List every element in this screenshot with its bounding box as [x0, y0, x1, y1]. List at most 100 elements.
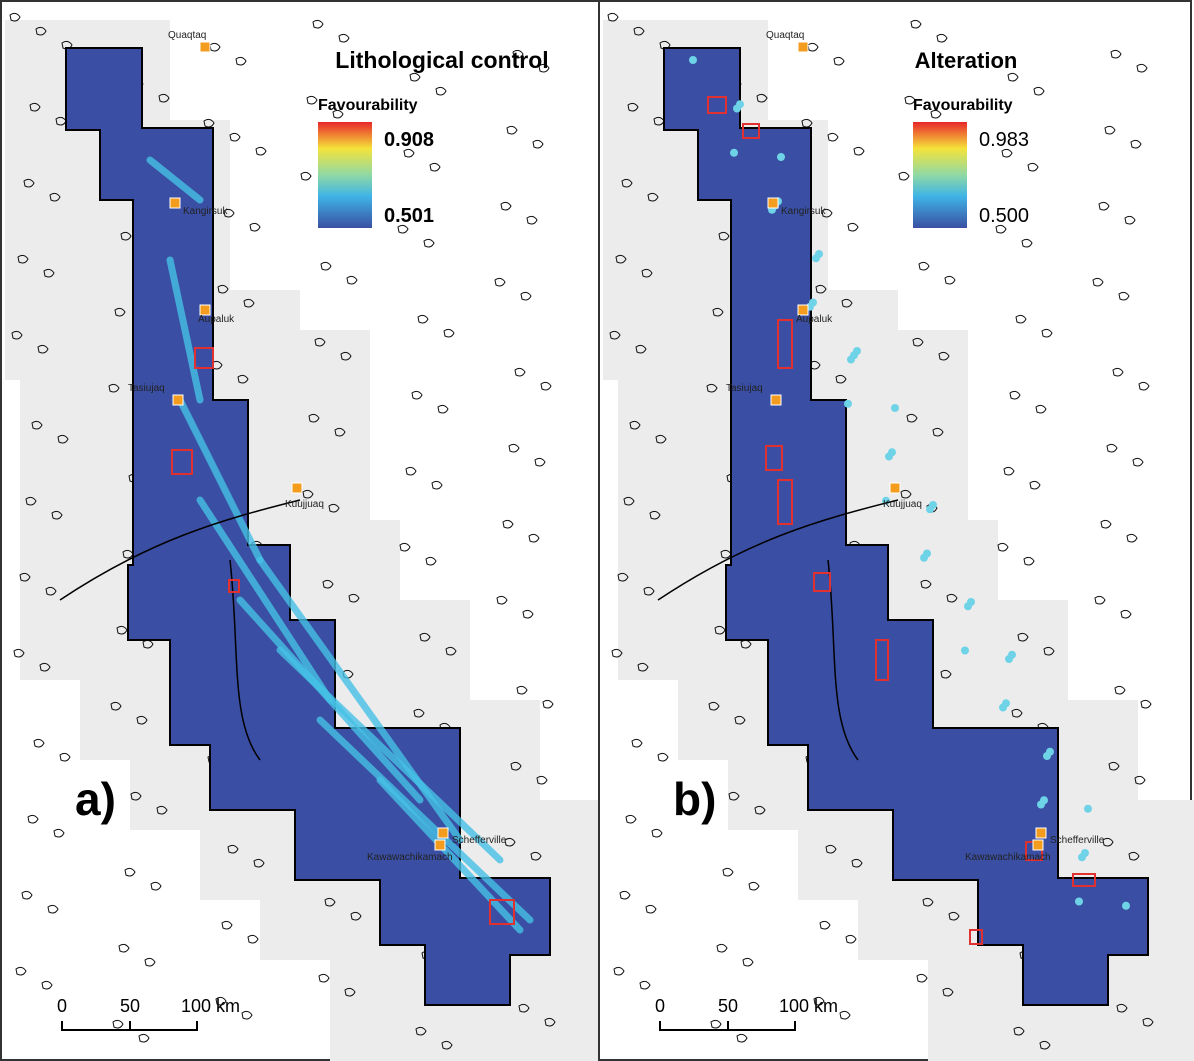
favourable-zone — [276, 646, 504, 864]
lake-outline — [936, 33, 948, 43]
lake-outline — [645, 904, 657, 914]
lake-outline — [948, 911, 960, 921]
lake-outline — [114, 307, 126, 317]
legend-gradient — [913, 122, 967, 228]
lake-outline — [918, 261, 930, 271]
town-marker — [169, 197, 181, 209]
lake-outline — [247, 934, 259, 944]
lake-outline — [1009, 390, 1021, 400]
lake-outline — [423, 238, 435, 248]
target-box — [194, 347, 214, 369]
lake-outline — [742, 957, 754, 967]
lake-outline — [51, 510, 63, 520]
lake-outline — [813, 996, 825, 1006]
town-marker — [770, 394, 782, 406]
lake-outline — [639, 980, 651, 990]
lake-outline — [215, 996, 227, 1006]
lake-outline — [413, 708, 425, 718]
lake-outline — [255, 146, 267, 156]
lake-outline — [544, 1017, 556, 1027]
lake-outline — [1013, 1026, 1025, 1036]
lake-outline — [33, 738, 45, 748]
favourable-zone — [376, 776, 524, 934]
favourable-spot — [812, 254, 820, 263]
favourable-spot — [964, 602, 972, 611]
favourable-spot — [844, 399, 852, 408]
target-box — [707, 96, 727, 114]
lake-outline — [1136, 63, 1148, 73]
lake-outline — [514, 367, 526, 377]
lake-outline — [348, 593, 360, 603]
lake-outline — [53, 828, 65, 838]
lake-outline — [827, 132, 839, 142]
lake-outline — [203, 118, 215, 128]
lake-outline — [49, 192, 61, 202]
lake-outline — [716, 943, 728, 953]
scale-label: 100 km — [779, 996, 838, 1016]
lake-outline — [1142, 1017, 1154, 1027]
lake-outline — [344, 987, 356, 997]
lake-outline — [308, 413, 320, 423]
lake-outline — [1039, 1040, 1051, 1050]
lake-outline — [845, 934, 857, 944]
lake-outline — [522, 609, 534, 619]
lake-outline — [338, 33, 350, 43]
favourable-zone — [166, 256, 204, 404]
lake-outline — [617, 572, 629, 582]
lake-outline — [518, 1003, 530, 1013]
favourable-zone — [196, 496, 334, 704]
lake-outline — [623, 496, 635, 506]
lake-outline — [1033, 86, 1045, 96]
favourable-spot — [1122, 901, 1130, 910]
lake-outline — [1007, 72, 1019, 82]
lake-outline — [631, 738, 643, 748]
lake-outline — [31, 420, 43, 430]
lake-outline — [209, 42, 221, 52]
favourable-spot — [730, 148, 738, 157]
lake-outline — [1108, 761, 1120, 771]
target-box — [171, 449, 193, 475]
favourable-spot — [920, 553, 928, 562]
lake-outline — [253, 858, 265, 868]
lake-outline — [227, 844, 239, 854]
scale-label: 0 — [57, 996, 67, 1016]
lake-outline — [1134, 775, 1146, 785]
town-label: Kuujjuaq — [883, 499, 922, 510]
lake-outline — [150, 881, 162, 891]
map-panel: Quaqtaq Kangirsuk Aupaluk Tasiujaq Kuujjuaq S… — [598, 0, 1194, 1061]
lake-outline — [649, 510, 661, 520]
lake-outline — [1126, 533, 1138, 543]
favourable-spot — [689, 56, 697, 64]
town-marker — [199, 304, 211, 316]
lake-outline — [1102, 837, 1114, 847]
lake-outline — [528, 533, 540, 543]
town-label: Schefferville — [1050, 835, 1105, 846]
lake-outline — [1104, 125, 1116, 135]
lake-outline — [641, 268, 653, 278]
lake-outline — [611, 648, 623, 658]
town-marker — [767, 197, 779, 209]
lake-outline — [235, 56, 247, 66]
lake-outline — [494, 277, 506, 287]
lake-outline — [946, 593, 958, 603]
legend-title: Favourability — [913, 97, 1013, 114]
town-marker — [437, 827, 449, 839]
lake-outline — [942, 987, 954, 997]
lake-outline — [502, 519, 514, 529]
town-marker — [434, 839, 446, 851]
lake-outline — [1118, 291, 1130, 301]
lake-outline — [734, 715, 746, 725]
lake-outline — [118, 943, 130, 953]
lake-outline — [637, 662, 649, 672]
lake-outline — [47, 904, 59, 914]
lake-outline — [807, 42, 819, 52]
lake-outline — [1138, 381, 1150, 391]
lake-outline — [1092, 277, 1104, 287]
lake-outline — [944, 275, 956, 285]
lake-outline — [932, 427, 944, 437]
lake-outline — [441, 1040, 453, 1050]
lake-outline — [399, 542, 411, 552]
target-box — [489, 899, 515, 925]
lake-outline — [1114, 685, 1126, 695]
lake-outline — [801, 118, 813, 128]
